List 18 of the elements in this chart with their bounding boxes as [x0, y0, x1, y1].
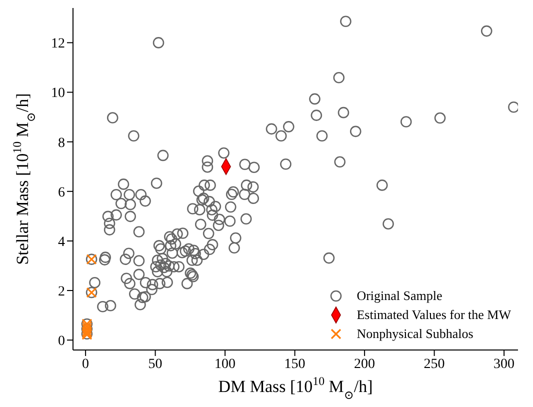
y-tick-label: 8 [58, 136, 65, 151]
y-tick-label: 4 [58, 234, 65, 250]
legend-label: Estimated Values for the MW [356, 306, 511, 322]
x-tick-label: 300 [494, 356, 515, 372]
y-tick-label: 2 [58, 284, 65, 300]
x-axis-title: DM Mass [10$^{10}$ M$_{⊙}$/h] [218, 374, 373, 402]
x-tick-label: 200 [354, 356, 376, 372]
x-tick-label: 250 [424, 356, 445, 372]
x-tick-label: 0 [82, 356, 90, 372]
y-tick-label: 0 [58, 334, 65, 350]
legend-label: Nonphysical Subhalos [356, 326, 474, 342]
x-tick-label: 50 [148, 356, 162, 372]
y-tick-label: 6 [58, 185, 65, 200]
x-tick-label: 150 [284, 356, 306, 372]
y-tick-label: 10 [51, 86, 65, 102]
x-tick-label: 100 [214, 356, 236, 372]
y-tick-label: 12 [51, 36, 65, 52]
legend-label: Original Sample [356, 288, 442, 304]
